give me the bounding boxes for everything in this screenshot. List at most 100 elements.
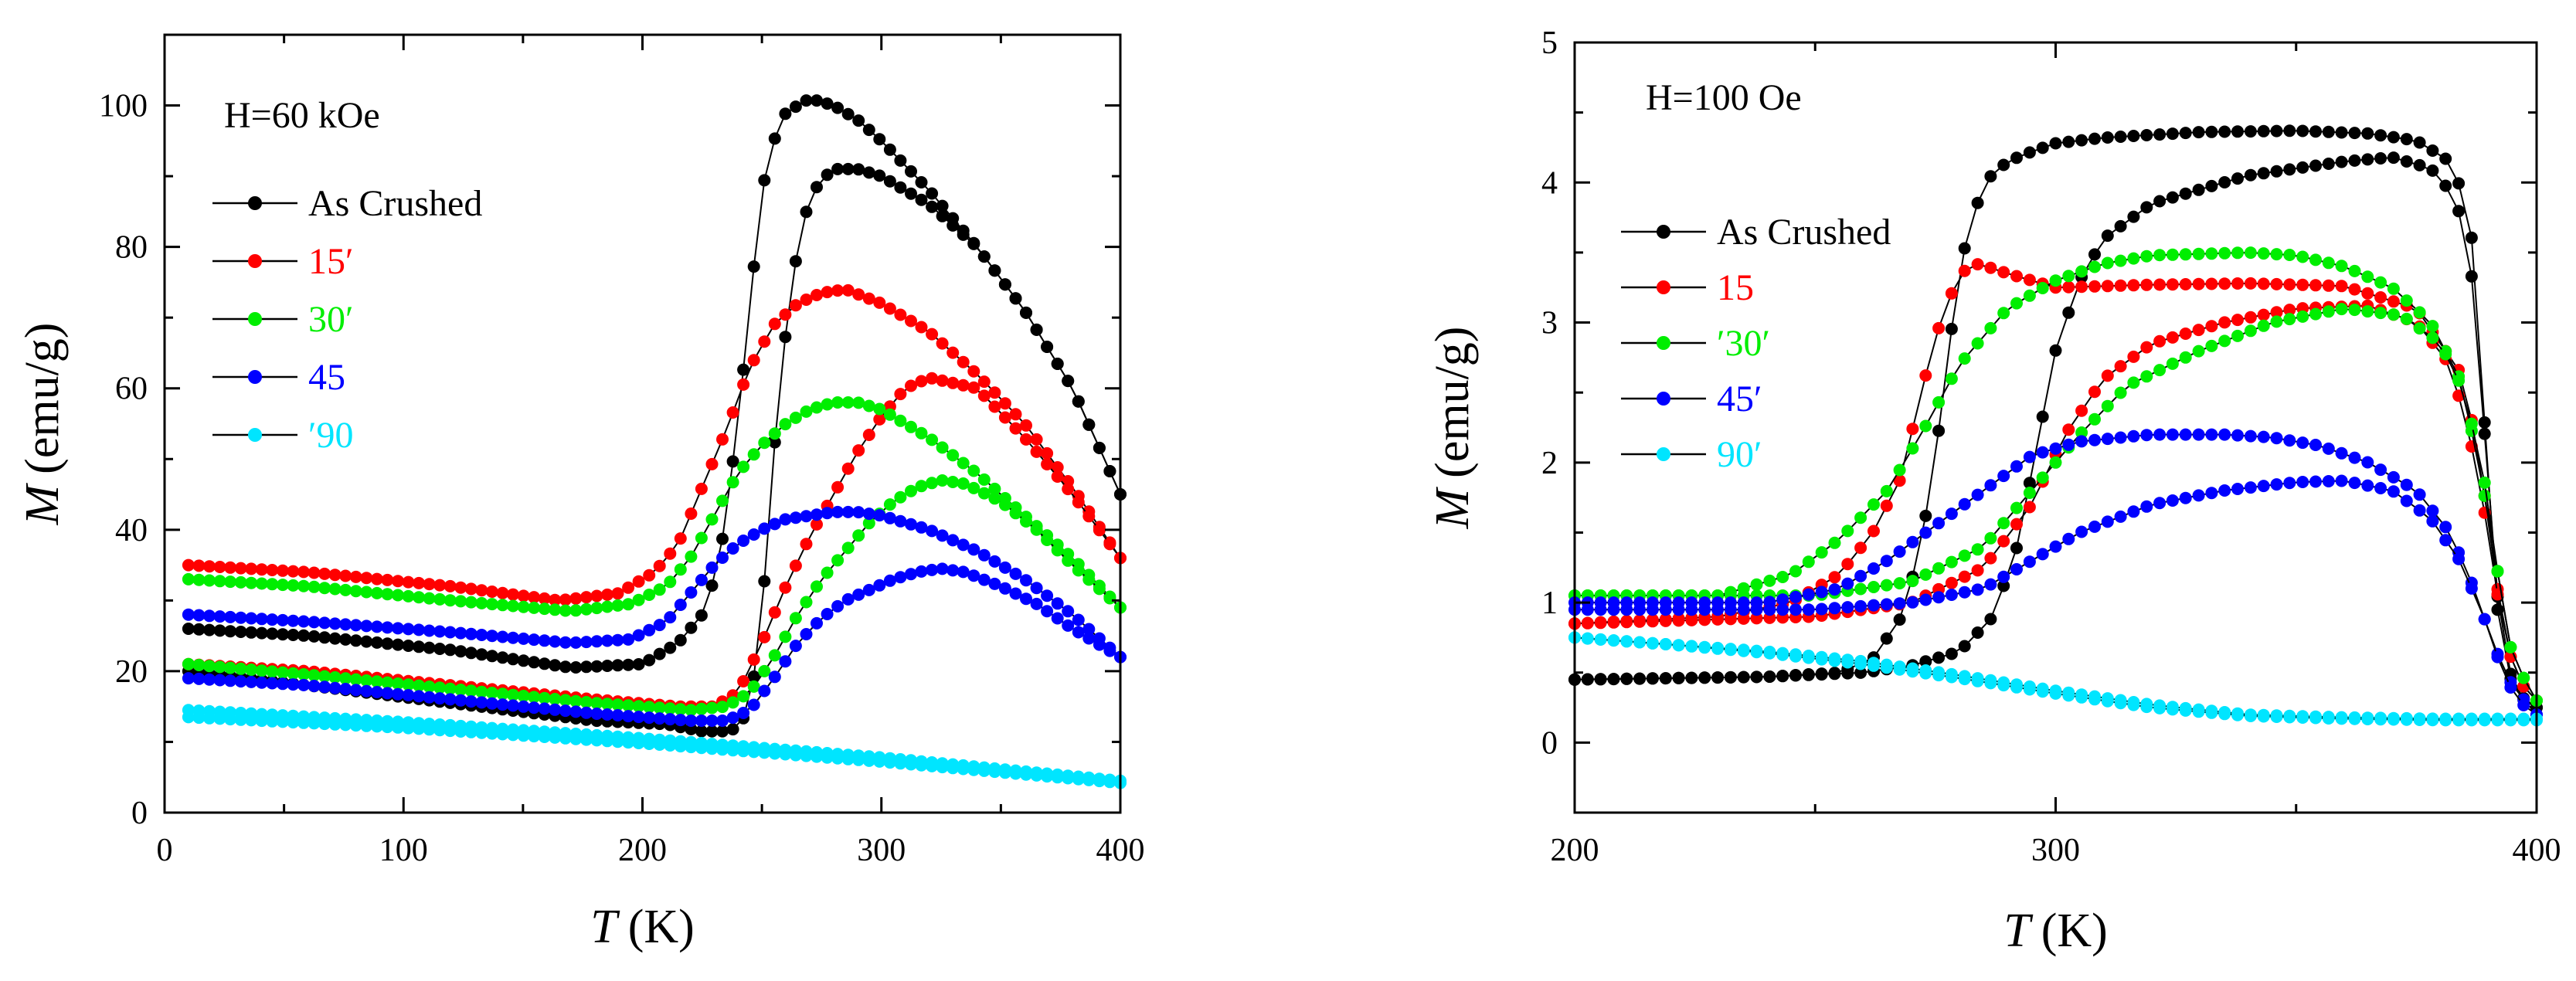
- data-point: [2192, 324, 2205, 337]
- data-point: [538, 657, 551, 670]
- legend-marker: [248, 254, 262, 268]
- data-point: [433, 625, 447, 638]
- data-point: [695, 609, 708, 622]
- data-point: [1997, 679, 2010, 692]
- data-point: [2166, 703, 2179, 716]
- data-point: [2231, 246, 2244, 260]
- data-point: [2010, 151, 2023, 165]
- data-point: [308, 680, 321, 692]
- data-point: [1919, 509, 1932, 522]
- data-point: [957, 565, 970, 579]
- data-point: [2140, 341, 2153, 354]
- data-point: [1958, 640, 1971, 653]
- data-point: [1971, 564, 1984, 577]
- data-point: [821, 398, 834, 411]
- data-point: [768, 649, 781, 662]
- data-point: [768, 747, 781, 760]
- data-point: [1594, 633, 1607, 646]
- data-point: [758, 174, 771, 187]
- data-point: [1594, 673, 1607, 686]
- data-point: [1750, 612, 1763, 625]
- data-point: [2413, 158, 2426, 171]
- data-point: [1958, 549, 1971, 562]
- data-point: [988, 400, 1001, 413]
- data-point: [1984, 613, 1997, 626]
- data-point: [2361, 479, 2374, 492]
- data-point: [789, 640, 802, 653]
- data-point: [1997, 517, 2010, 530]
- data-point: [2322, 256, 2335, 270]
- data-point: [339, 633, 352, 646]
- data-point: [946, 219, 960, 232]
- data-point: [1030, 433, 1043, 446]
- data-point: [1906, 535, 1919, 548]
- data-point: [507, 588, 519, 601]
- data-point: [590, 734, 603, 747]
- data-point: [2400, 312, 2413, 325]
- data-point: [2504, 714, 2517, 727]
- data-point: [245, 576, 258, 589]
- data-point: [2452, 177, 2466, 190]
- data-point: [873, 755, 886, 768]
- data-point: [936, 529, 949, 542]
- data-point: [1051, 461, 1064, 474]
- data-point: [2036, 685, 2049, 698]
- data-point: [381, 588, 394, 601]
- data-point: [1984, 578, 1997, 591]
- data-point: [705, 715, 719, 727]
- data-point: [967, 464, 980, 477]
- data-point: [674, 532, 687, 545]
- data-point: [2010, 563, 2023, 575]
- x-axis-variable: T: [590, 901, 620, 953]
- data-point: [2192, 247, 2205, 260]
- data-point: [1984, 531, 1997, 545]
- data-point: [841, 162, 855, 175]
- data-point: [2361, 270, 2374, 283]
- data-point: [1802, 668, 1815, 681]
- data-point: [1030, 445, 1043, 458]
- data-point: [2504, 681, 2517, 694]
- data-point: [1789, 565, 1802, 578]
- data-point: [1020, 306, 1032, 319]
- data-point: [905, 518, 917, 531]
- data-point: [905, 420, 917, 433]
- data-point: [2218, 708, 2231, 721]
- data-point: [2062, 280, 2075, 294]
- data-point: [2010, 297, 2023, 310]
- legend-label: As Crushed: [1717, 212, 1891, 253]
- data-point: [2465, 714, 2478, 727]
- data-point: [1932, 424, 1946, 437]
- data-point: [1020, 574, 1032, 587]
- data-point: [318, 681, 331, 694]
- data-point: [2439, 534, 2452, 547]
- x-axis-variable: T: [2003, 905, 2034, 957]
- data-point: [1072, 564, 1085, 577]
- data-point: [475, 696, 488, 709]
- data-point: [1984, 261, 1997, 274]
- data-point: [464, 596, 477, 609]
- data-point: [579, 603, 593, 616]
- data-point: [737, 460, 750, 474]
- data-point: [1958, 673, 1971, 686]
- data-point: [464, 695, 477, 708]
- data-point: [2140, 129, 2153, 141]
- data-point: [2322, 475, 2335, 487]
- data-point: [182, 572, 195, 586]
- data-point: [2452, 552, 2466, 565]
- data-point: [2192, 126, 2205, 139]
- data-point: [2322, 158, 2335, 170]
- data-point: [2439, 179, 2452, 192]
- data-point: [894, 571, 907, 584]
- data-point: [590, 635, 603, 648]
- data-point: [287, 678, 300, 691]
- chart-left-60koe: 0 100 200 300 400 0 20 40 60 80 100 T (K) M (emu/g) H=6…: [16, 33, 1145, 953]
- data-point: [255, 676, 268, 689]
- data-point: [2296, 476, 2309, 488]
- data-point: [1607, 616, 1620, 629]
- data-point: [1581, 616, 1594, 630]
- data-point: [926, 563, 939, 576]
- data-point: [485, 727, 498, 740]
- x-axis-unit: (K): [628, 901, 695, 953]
- data-point: [213, 674, 226, 687]
- data-point: [2387, 131, 2400, 144]
